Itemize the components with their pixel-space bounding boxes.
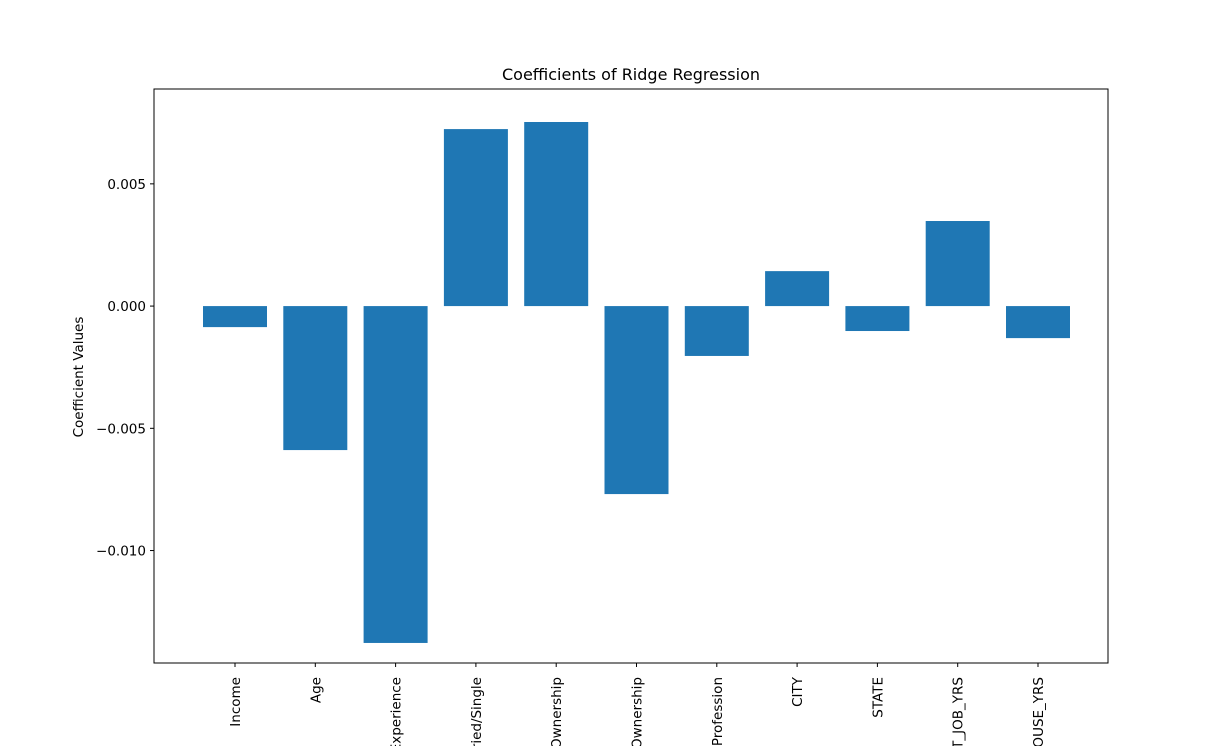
x-tick-label: Car_Ownership — [630, 677, 646, 746]
chart-title: Coefficients of Ridge Regression — [502, 65, 760, 84]
bar — [443, 129, 508, 307]
bar — [845, 306, 910, 332]
y-tick-label: 0.000 — [107, 299, 146, 315]
x-tick-label: CURRENT_JOB_YRS — [951, 677, 967, 746]
x-tick-label: Income — [228, 677, 244, 727]
y-tick-label: 0.005 — [107, 177, 146, 193]
plot-frame — [153, 88, 1109, 664]
bar — [604, 306, 669, 495]
y-tick-label: −0.010 — [96, 544, 146, 560]
x-tick-label: Profession — [710, 677, 726, 746]
x-tick-label: STATE — [870, 677, 886, 718]
bar — [925, 221, 990, 307]
bar — [524, 122, 589, 307]
x-tick-label: CURRENT_HOUSE_YRS — [1031, 677, 1047, 746]
x-tick-label: House_Ownership — [549, 677, 565, 746]
x-tick-label: Experience — [389, 677, 405, 746]
y-axis-label: Coefficient Values — [71, 317, 87, 438]
x-tick-label: CITY — [790, 676, 806, 707]
bar — [203, 306, 267, 328]
x-tick-label: Married/Single — [469, 677, 485, 746]
bar — [363, 306, 428, 643]
bar — [283, 306, 348, 451]
x-tick-label: Age — [308, 677, 324, 703]
bar — [765, 271, 830, 307]
bar — [1006, 306, 1070, 339]
y-tick-label: −0.005 — [96, 421, 146, 437]
bar — [684, 306, 749, 356]
